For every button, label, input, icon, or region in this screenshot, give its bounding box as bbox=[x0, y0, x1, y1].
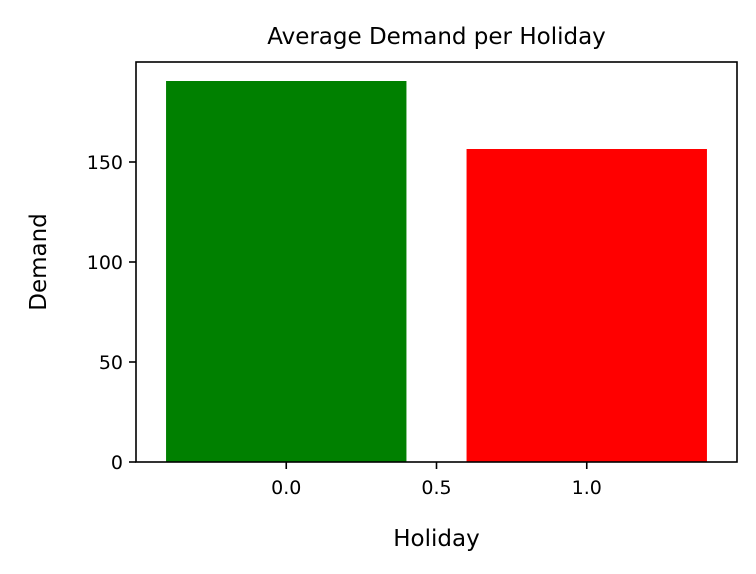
plot-frame bbox=[135, 61, 738, 463]
bar-1.0 bbox=[466, 149, 707, 462]
y-axis-label: Demand bbox=[26, 213, 52, 311]
x-axis-label: Holiday bbox=[393, 526, 479, 552]
x-tick-label: 1.0 bbox=[572, 477, 602, 499]
y-tick-label: 50 bbox=[99, 352, 123, 374]
chart-title: Average Demand per Holiday bbox=[267, 24, 606, 50]
y-tick-label: 100 bbox=[87, 252, 123, 274]
ticks-group: 0.0 0.5 1.0 0 50 100 150 bbox=[87, 152, 602, 499]
y-tick-label: 150 bbox=[87, 152, 123, 174]
bar-0.0 bbox=[166, 81, 407, 462]
bars-group bbox=[166, 81, 707, 462]
x-tick-label: 0.0 bbox=[271, 477, 301, 499]
x-tick-label: 0.5 bbox=[421, 477, 451, 499]
y-tick-label: 0 bbox=[111, 452, 123, 474]
